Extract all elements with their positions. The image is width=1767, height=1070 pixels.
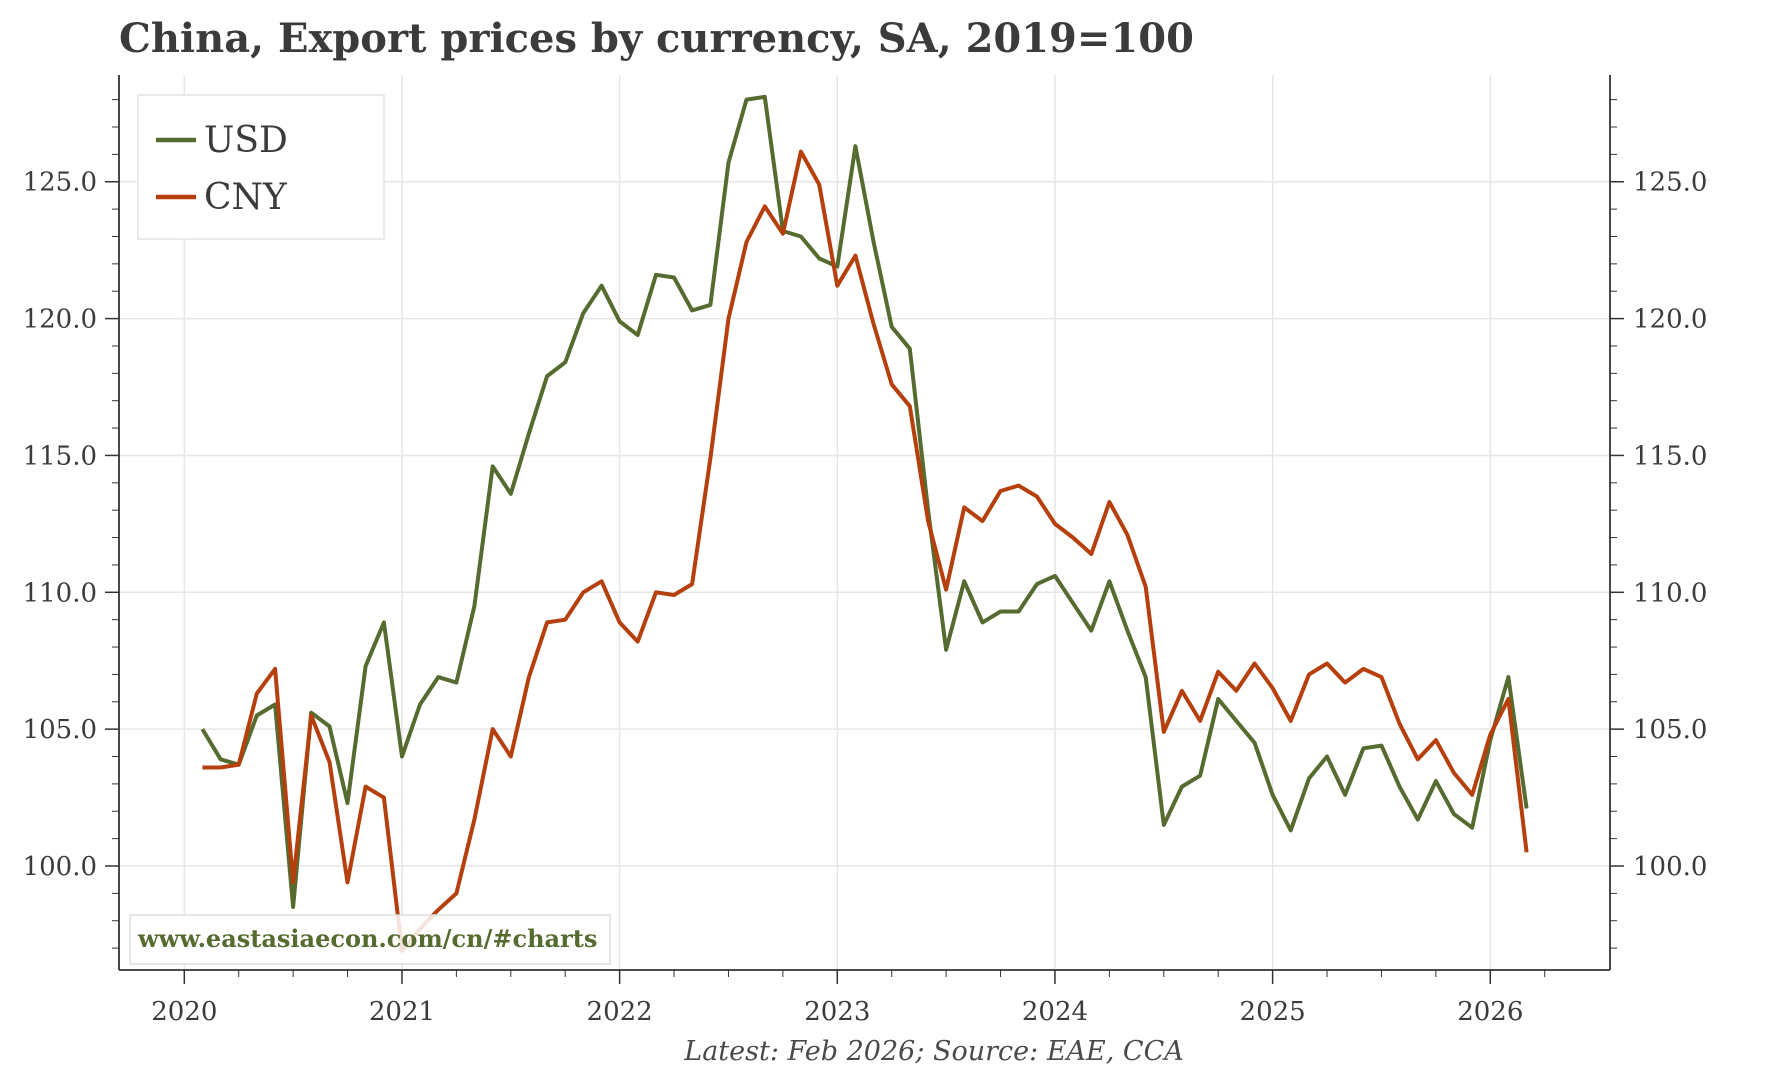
series-line-usd — [200, 94, 1529, 909]
x-tick-label: 2022 — [587, 997, 653, 1027]
y-tick-label-right: 125.0 — [1633, 168, 1707, 198]
x-tick-label: 2026 — [1457, 997, 1523, 1027]
x-tick-label: 2024 — [1022, 997, 1088, 1027]
x-tick-label: 2025 — [1240, 997, 1306, 1027]
y-tick-label-right: 100.0 — [1633, 852, 1707, 882]
legend-label-usd: USD — [204, 120, 288, 161]
y-tick-label-left: 105.0 — [23, 715, 97, 745]
series-layer — [200, 94, 1529, 953]
y-tick-label-left: 100.0 — [23, 852, 97, 882]
y-tick-label-right: 120.0 — [1633, 305, 1707, 335]
y-tick-label-left: 125.0 — [23, 168, 97, 198]
x-tick-label: 2020 — [151, 997, 217, 1027]
legend: USD CNY — [137, 94, 385, 240]
chart-title: China, Export prices by currency, SA, 20… — [119, 15, 1194, 62]
y-tick-label-right: 105.0 — [1633, 715, 1707, 745]
y-tick-label-right: 110.0 — [1633, 578, 1707, 608]
source-note: Latest: Feb 2026; Source: EAE, CCA — [683, 1036, 1183, 1067]
y-tick-label-right: 115.0 — [1633, 441, 1707, 471]
y-tick-label-left: 115.0 — [23, 441, 97, 471]
y-tick-label-left: 110.0 — [23, 578, 97, 608]
series-line-cny — [202, 149, 1529, 953]
watermark: www.eastasiaecon.com/cn/#charts — [129, 914, 611, 965]
legend-box — [137, 94, 385, 240]
x-tick-label: 2021 — [369, 997, 435, 1027]
y-tick-label-left: 120.0 — [23, 305, 97, 335]
x-tick-label: 2023 — [804, 997, 870, 1027]
watermark-box — [129, 914, 611, 965]
watermark-text: www.eastasiaecon.com/cn/#charts — [137, 924, 597, 953]
axes: 100.0 100.0 105.0 105.0 110.0 110.0 115.0 115.0… — [23, 75, 1707, 1027]
legend-label-cny: CNY — [204, 177, 288, 218]
